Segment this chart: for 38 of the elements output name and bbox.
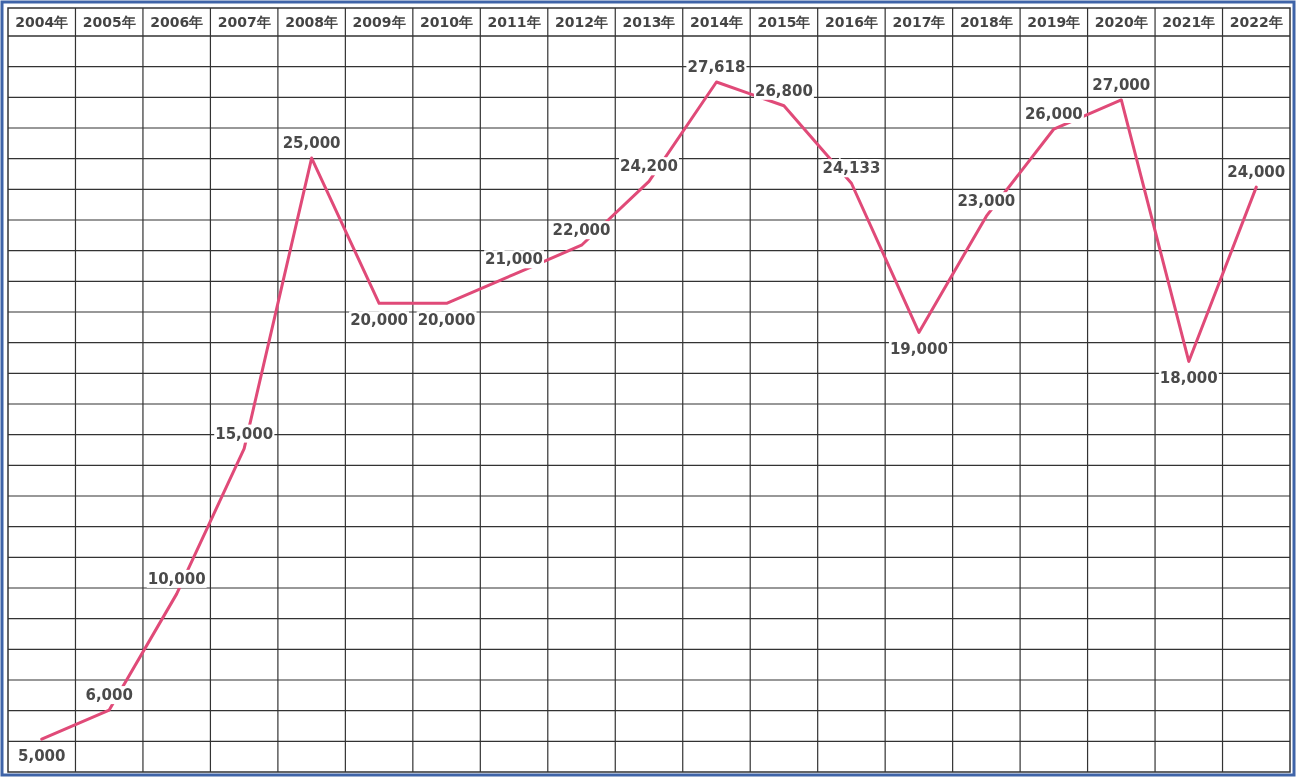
x-tick-label: 2005年 (82, 14, 136, 30)
x-tick-label: 2009年 (352, 14, 406, 30)
x-tick-label: 2008年 (285, 14, 339, 30)
data-label: 20,000 (417, 311, 476, 330)
data-label: 24,000 (1227, 163, 1286, 182)
data-label: 20,000 (350, 311, 409, 330)
x-tick-label: 2014年 (689, 14, 743, 30)
x-tick-label: 2011年 (487, 14, 541, 30)
data-label: 5,000 (18, 747, 66, 766)
data-label: 26,000 (1024, 105, 1083, 124)
x-tick-label: 2016年 (824, 14, 878, 30)
x-tick-label: 2022年 (1229, 14, 1283, 30)
data-label: 18,000 (1159, 369, 1218, 388)
x-tick-label: 2021年 (1162, 14, 1216, 30)
x-tick-label: 2015年 (757, 14, 811, 30)
data-label: 27,000 (1092, 75, 1151, 94)
x-tick-label: 2007年 (217, 14, 271, 30)
x-tick-label: 2019年 (1027, 14, 1081, 30)
x-tick-label: 2017年 (892, 14, 946, 30)
data-label: 6,000 (85, 686, 133, 705)
x-tick-label: 2006年 (150, 14, 204, 30)
data-label: 24,200 (620, 157, 678, 176)
data-label: 21,000 (485, 250, 543, 269)
x-tick-label: 2020年 (1094, 14, 1148, 30)
data-label: 23,000 (957, 192, 1016, 211)
x-tick-label: 2018年 (959, 14, 1013, 30)
data-label: 25,000 (282, 134, 341, 153)
data-label: 22,000 (552, 221, 611, 240)
x-tick-label: 2010年 (420, 14, 474, 30)
x-tick-label: 2012年 (555, 14, 609, 30)
data-label: 27,618 (687, 58, 746, 76)
data-label: 24,133 (822, 159, 881, 178)
data-label: 15,000 (215, 424, 274, 443)
x-tick-label: 2004年 (15, 14, 69, 30)
x-tick-label: 2013年 (622, 14, 676, 30)
data-label: 10,000 (147, 569, 206, 588)
data-label: 26,800 (755, 81, 813, 100)
data-label: 19,000 (889, 340, 948, 359)
